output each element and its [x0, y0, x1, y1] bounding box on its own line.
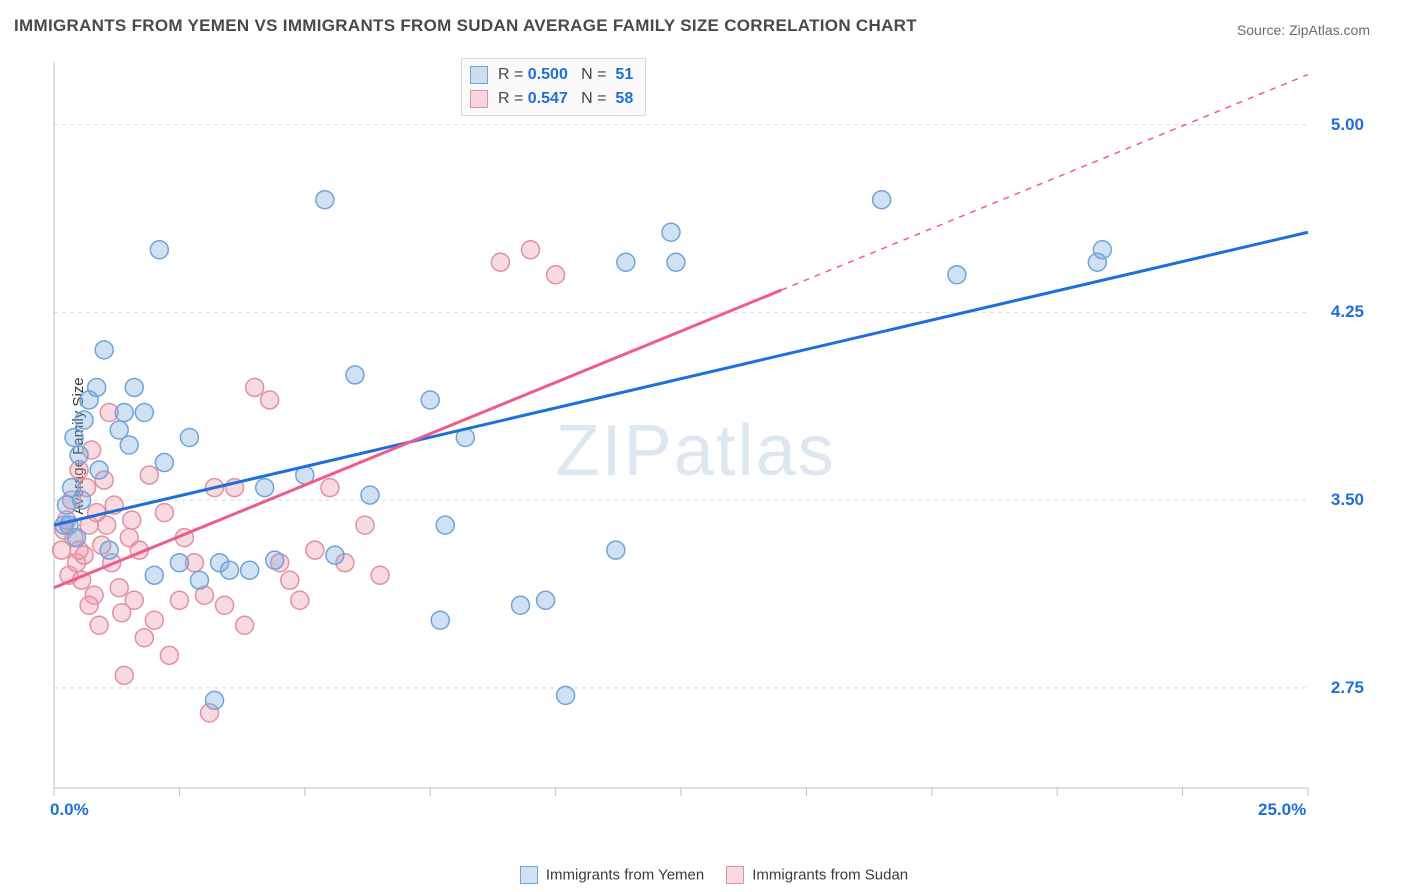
legend-swatch [470, 66, 488, 84]
n-value: 58 [615, 90, 633, 107]
n-key: N = [568, 90, 616, 107]
source-credit: Source: ZipAtlas.com [1237, 22, 1370, 38]
r-value: 0.547 [528, 90, 568, 107]
r-value: 0.500 [528, 66, 568, 83]
legend-label: Immigrants from Sudan [752, 867, 908, 884]
n-value: 51 [615, 66, 633, 83]
y-tick-label: 2.75 [1314, 678, 1364, 698]
n-key: N = [568, 66, 616, 83]
x-tick-label: 25.0% [1258, 800, 1306, 820]
r-key: R = [498, 90, 528, 107]
legend-label: Immigrants from Yemen [546, 867, 704, 884]
legend-swatch [726, 866, 744, 884]
y-tick-label: 4.25 [1314, 302, 1364, 322]
stats-legend: R = 0.500 N = 51R = 0.547 N = 58 [461, 58, 646, 116]
stats-legend-row: R = 0.500 N = 51 [470, 63, 633, 87]
scatter-svg [46, 56, 1366, 824]
legend-swatch [470, 90, 488, 108]
y-tick-label: 5.00 [1314, 115, 1364, 135]
r-key: R = [498, 66, 528, 83]
correlation-chart: IMMIGRANTS FROM YEMEN VS IMMIGRANTS FROM… [0, 0, 1406, 892]
stats-legend-row: R = 0.547 N = 58 [470, 87, 633, 111]
x-tick-label: 0.0% [50, 800, 89, 820]
y-tick-label: 3.50 [1314, 490, 1364, 510]
legend-swatch [520, 866, 538, 884]
series-legend: Immigrants from Yemen Immigrants from Sud… [0, 866, 1406, 884]
plot-area: ZIPatlas [46, 56, 1366, 824]
chart-title: IMMIGRANTS FROM YEMEN VS IMMIGRANTS FROM… [14, 16, 917, 36]
